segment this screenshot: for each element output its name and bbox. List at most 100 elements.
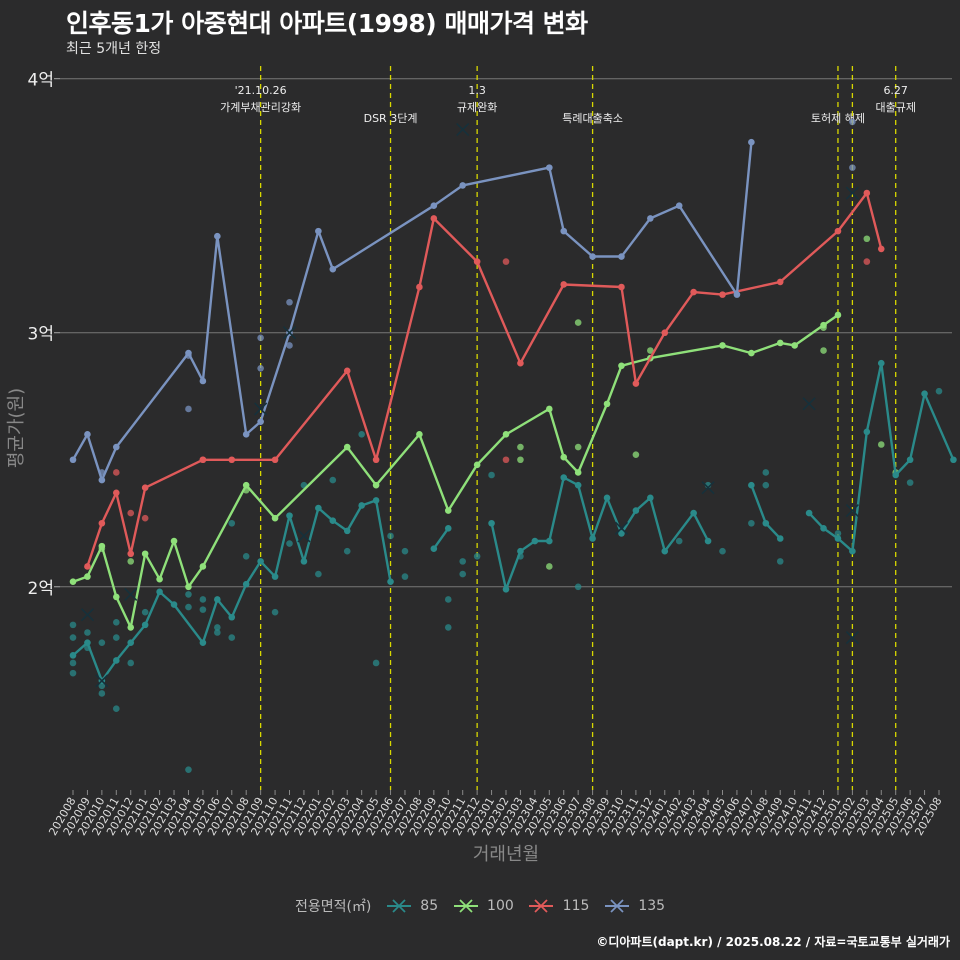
series-point	[127, 639, 135, 646]
cross-marker	[297, 529, 311, 543]
scatter-point	[358, 431, 365, 438]
series-point	[98, 542, 106, 550]
scatter-point	[113, 619, 120, 626]
series-point	[329, 265, 337, 273]
series-point	[329, 517, 337, 525]
scatter-point	[127, 509, 135, 517]
legend-title: 전용면적(㎡)	[294, 899, 372, 915]
scatter-point	[185, 603, 192, 611]
scatter-point	[517, 443, 524, 451]
series-point	[69, 456, 77, 464]
series-point	[170, 537, 178, 545]
series-point	[156, 575, 163, 583]
chart-subtitle: 최근 5개년 한정	[66, 41, 162, 57]
scatter-point	[776, 558, 784, 565]
series-point	[214, 232, 221, 240]
series-point	[502, 431, 510, 438]
series-point	[199, 377, 207, 385]
legend-item-100: 100	[453, 898, 514, 914]
legend-key-85	[386, 899, 411, 913]
series-point	[618, 253, 625, 260]
series-point	[271, 573, 279, 580]
series-point	[199, 639, 207, 646]
series-point	[358, 502, 365, 509]
scatter-point	[286, 342, 293, 349]
series-point	[661, 547, 669, 555]
scatter-point	[199, 606, 207, 613]
series-point	[459, 182, 467, 189]
series-point	[416, 431, 423, 438]
series-point	[430, 545, 438, 552]
series-point	[791, 342, 798, 349]
source-caption: ©디아파트(dapt.kr) / 2025.08.22 / 자료=국토교통부 실…	[596, 935, 950, 949]
scatter-point	[444, 624, 452, 631]
scatter-point	[877, 441, 885, 448]
series-point	[141, 621, 149, 629]
chart-title: 인후동1가 아중현대 아파트(1998) 매매가격 변화	[66, 9, 588, 38]
cross-marker	[124, 587, 138, 601]
scatter-point	[214, 624, 221, 631]
policy-annotation: '21.10.26	[235, 84, 287, 97]
scatter-point	[473, 552, 481, 560]
cross-marker	[254, 402, 268, 416]
series-point	[257, 558, 264, 565]
series-point	[618, 362, 625, 370]
series-point	[560, 281, 568, 288]
scatter-point	[242, 552, 250, 560]
policy-annotation: 대출규제	[875, 101, 915, 114]
scatter-point	[748, 519, 755, 527]
series-point	[546, 164, 553, 171]
scatter-point	[127, 558, 135, 565]
series-point	[834, 311, 842, 319]
scatter-point	[935, 387, 943, 395]
series-point	[748, 138, 755, 146]
cross-marker	[845, 186, 859, 200]
series-point	[69, 652, 77, 659]
series-point	[618, 283, 625, 291]
series-point	[776, 535, 784, 542]
series-point	[286, 512, 293, 519]
series-point	[416, 283, 423, 291]
series-point	[589, 535, 596, 542]
series-point	[271, 514, 279, 522]
scatter-point	[98, 690, 106, 697]
policy-annotation: 토허제 해제	[811, 111, 865, 125]
series-point	[704, 537, 712, 545]
series-point	[603, 400, 611, 408]
series-point	[257, 418, 264, 425]
scatter-point	[84, 629, 91, 636]
series-point	[719, 342, 726, 349]
series-line-135	[71, 141, 753, 482]
y-tick-label: 4억	[28, 71, 54, 91]
series-point	[863, 428, 871, 436]
scatter-point	[185, 591, 192, 598]
cross-marker	[456, 122, 470, 137]
series-point	[372, 456, 380, 464]
series-point	[444, 525, 452, 532]
series-point	[517, 547, 524, 555]
scatter-point	[632, 451, 640, 458]
series-point	[820, 321, 827, 329]
series-point	[690, 288, 697, 296]
series-point	[632, 507, 640, 514]
scatter-point	[849, 118, 856, 126]
scatter-point	[286, 540, 293, 547]
series-point	[199, 563, 207, 570]
series-point	[618, 530, 625, 537]
series-point	[84, 563, 91, 570]
series-point	[444, 507, 452, 514]
series-point	[502, 586, 510, 593]
scatter-point	[546, 563, 553, 570]
series-point	[242, 431, 250, 438]
series-point	[762, 519, 770, 527]
scatter-point	[69, 634, 77, 641]
x-axis-title: 거래년월	[473, 844, 539, 865]
series-point	[877, 359, 885, 367]
series-point	[242, 580, 250, 588]
series-point	[372, 481, 380, 489]
scatter-point	[906, 479, 914, 486]
series-point	[185, 349, 192, 357]
cross-marker	[80, 608, 94, 622]
series-point	[84, 573, 91, 580]
